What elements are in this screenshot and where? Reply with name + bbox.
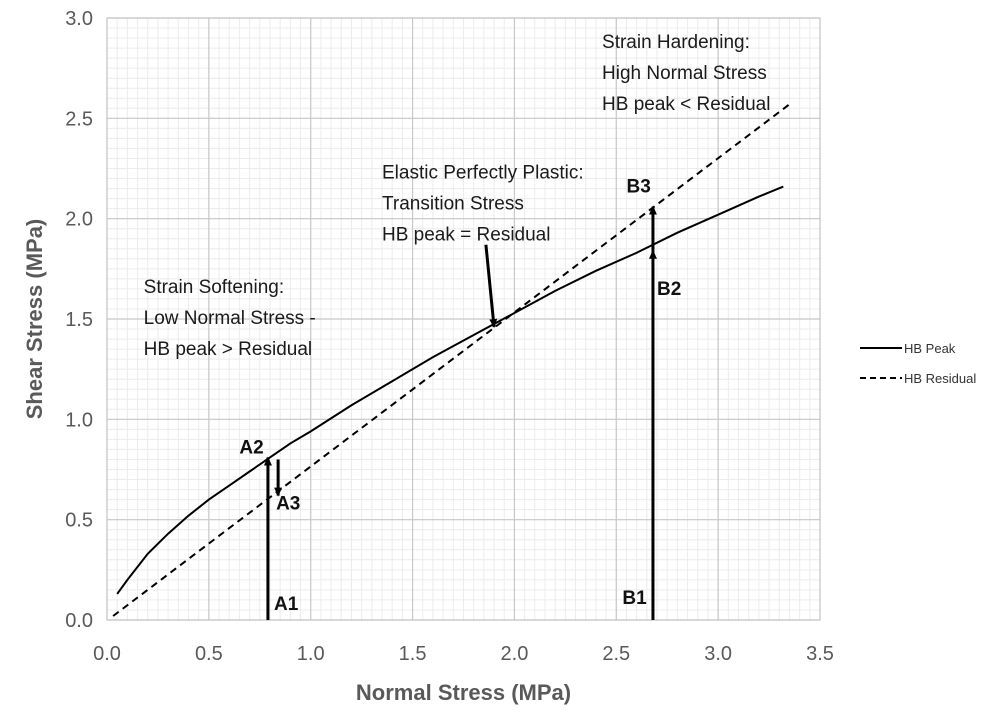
y-tick-label: 1.0 xyxy=(65,409,93,431)
x-tick-label: 0.5 xyxy=(195,643,223,665)
y-tick-label: 2.5 xyxy=(65,108,93,130)
point-label: B3 xyxy=(626,177,650,198)
y-tick-label: 0.5 xyxy=(65,510,93,532)
annotation-line: Strain Softening: xyxy=(144,277,284,298)
x-tick-label: 3.0 xyxy=(704,643,732,665)
point-label: B2 xyxy=(657,279,681,300)
y-tick-label: 0.0 xyxy=(65,610,93,632)
x-tick-label: 2.5 xyxy=(602,643,630,665)
point-label: B1 xyxy=(622,588,647,609)
x-tick-label: 1.0 xyxy=(297,643,325,665)
arrow-transition xyxy=(484,244,498,329)
x-tick-label: 1.5 xyxy=(399,643,427,665)
point-label: A1 xyxy=(274,594,299,615)
legend-label: HB Peak xyxy=(904,341,956,356)
annotation-line: High Normal Stress xyxy=(602,63,767,84)
annotation-line: HB peak = Residual xyxy=(382,225,550,246)
plot-area-border xyxy=(106,17,821,621)
x-tick-label: 0.0 xyxy=(93,643,121,665)
point-label: A3 xyxy=(276,494,300,515)
y-axis-title: Shear Stress (MPa) xyxy=(22,219,47,420)
legend-label: HB Residual xyxy=(904,371,976,386)
y-tick-label: 1.5 xyxy=(65,309,93,331)
annotation-line: Low Normal Stress - xyxy=(144,308,316,329)
annotation-line: Transition Stress xyxy=(382,194,524,215)
point-label: A2 xyxy=(239,437,263,458)
y-tick-label: 2.0 xyxy=(65,209,93,231)
y-tick-label: 3.0 xyxy=(65,8,93,30)
series-line-hb-residual xyxy=(112,103,791,617)
x-tick-label: 3.5 xyxy=(806,643,834,665)
annotation-line: HB peak > Residual xyxy=(144,339,312,360)
annotation-line: Elastic Perfectly Plastic: xyxy=(382,163,584,184)
annotation-line: HB peak < Residual xyxy=(602,94,770,115)
x-axis-title: Normal Stress (MPa) xyxy=(356,680,571,705)
series-line-hb-peak xyxy=(116,185,784,595)
x-tick-label: 2.0 xyxy=(501,643,529,665)
annotation-line: Strain Hardening: xyxy=(602,32,750,53)
